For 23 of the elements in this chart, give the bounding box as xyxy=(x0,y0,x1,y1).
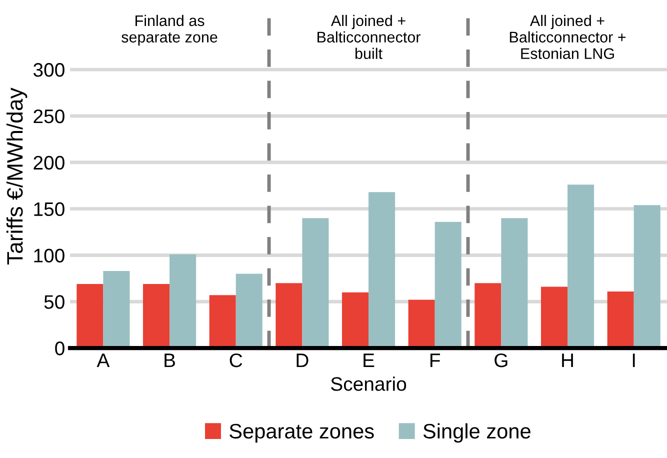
x-tick-label: A xyxy=(96,354,110,368)
annotation: Finland as separate zone xyxy=(122,14,218,46)
y-tick-label: 0 xyxy=(55,342,64,356)
y-tick-label: 250 xyxy=(34,109,64,124)
x-tick-label: I xyxy=(632,354,635,368)
y-axis-title: Tariffs €/MWh/day xyxy=(6,88,28,265)
x-tick-label: B xyxy=(164,354,175,368)
x-tick-label: E xyxy=(364,354,374,368)
y-tick-label: 200 xyxy=(34,156,64,170)
x-tick-label: H xyxy=(562,354,573,368)
legend-label: Single zone xyxy=(423,423,530,443)
annotation: All joined + Balticconnector + Estonian LNG xyxy=(510,14,626,60)
x-tick-label: F xyxy=(430,354,440,368)
x-tick-label: C xyxy=(230,353,242,368)
legend-label: Separate zones xyxy=(230,424,374,443)
x-tick-label: G xyxy=(494,353,508,368)
y-tick-label: 50 xyxy=(44,295,64,309)
y-tick-label: 150 xyxy=(34,202,64,216)
annotation: All joined + Balticconnector built xyxy=(318,14,420,60)
x-tick-label: D xyxy=(296,354,308,368)
x-axis-title: Scenario xyxy=(331,376,406,391)
y-tick-label: 100 xyxy=(34,248,64,262)
y-tick-label: 300 xyxy=(33,63,64,77)
